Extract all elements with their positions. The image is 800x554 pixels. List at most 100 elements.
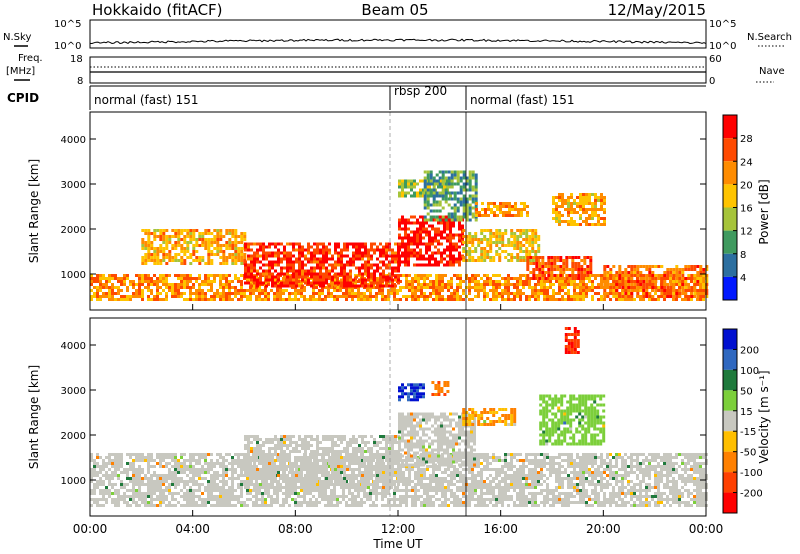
velocity-cell xyxy=(162,480,165,483)
velocity-cell xyxy=(201,471,204,474)
power-cell xyxy=(401,245,404,249)
power-cell xyxy=(490,208,493,211)
power-cell xyxy=(165,256,169,259)
power-cell xyxy=(355,257,358,261)
power-cell xyxy=(141,256,145,259)
power-cell xyxy=(447,191,451,195)
velocity-cell xyxy=(141,453,144,456)
power-cell xyxy=(334,284,337,288)
power-cell xyxy=(256,281,259,285)
power-cell xyxy=(171,229,175,232)
power-cell xyxy=(600,277,603,280)
power-cell xyxy=(292,275,295,279)
power-cell xyxy=(144,232,148,235)
power-cell xyxy=(675,274,679,277)
nave-label: Nave xyxy=(759,66,785,77)
velocity-cell xyxy=(195,489,198,492)
power-cell xyxy=(474,280,477,283)
power-cell xyxy=(398,263,401,267)
velocity-cell xyxy=(171,492,174,495)
power-cell xyxy=(504,286,507,289)
power-cell xyxy=(450,295,453,298)
power-cell xyxy=(425,242,428,246)
power-cell xyxy=(636,265,640,268)
velocity-cell xyxy=(312,495,315,498)
power-cell xyxy=(458,260,461,264)
velocity-cell xyxy=(393,480,396,483)
power-cell xyxy=(582,205,585,208)
velocity-cell xyxy=(402,483,405,486)
power-cell xyxy=(453,197,457,201)
power-cell xyxy=(159,232,163,235)
velocity-cell xyxy=(240,501,243,504)
cpid-segment-1: normal (fast) 151 xyxy=(94,93,198,107)
power-cell xyxy=(120,289,123,292)
power-cell xyxy=(459,170,463,174)
power-cell xyxy=(351,298,354,301)
power-cell xyxy=(256,242,259,246)
power-cell xyxy=(234,286,237,289)
power-cell xyxy=(111,289,114,292)
velocity-cell xyxy=(108,462,111,465)
velocity-cell xyxy=(267,504,270,507)
power-cell xyxy=(174,256,178,259)
velocity-cell xyxy=(147,453,150,456)
power-cell xyxy=(234,289,237,292)
power-cell xyxy=(244,272,247,276)
velocity-cell xyxy=(315,501,318,504)
power-cell xyxy=(573,199,576,202)
velocity-cell xyxy=(102,489,105,492)
power-cell xyxy=(219,244,223,247)
velocity-cell xyxy=(408,483,411,486)
velocity-cell xyxy=(276,495,279,498)
power-cell xyxy=(428,260,431,264)
power-cell xyxy=(651,265,655,268)
power-cell xyxy=(292,284,295,288)
power-cell xyxy=(422,230,425,234)
power-cell xyxy=(324,298,327,301)
velocity-cell xyxy=(138,498,141,501)
power-cell xyxy=(358,251,361,255)
velocity-cell xyxy=(216,501,219,504)
power-cell xyxy=(615,295,618,298)
power-cell xyxy=(384,295,387,298)
power-cell xyxy=(458,224,461,228)
power-cell xyxy=(603,208,606,211)
power-cell xyxy=(174,241,178,244)
velocity-cell xyxy=(105,465,108,468)
power-cell xyxy=(565,274,569,277)
power-cell xyxy=(585,223,588,226)
power-cell xyxy=(274,263,277,267)
velocity-cell xyxy=(282,504,285,507)
power-cell xyxy=(316,245,319,249)
power-cell xyxy=(468,179,472,183)
power-cell xyxy=(282,298,285,301)
velocity-cell xyxy=(108,474,111,477)
power-cell xyxy=(426,188,430,192)
velocity-cell xyxy=(135,501,138,504)
power-cell xyxy=(240,295,243,298)
power-cell xyxy=(483,229,487,232)
power-cell xyxy=(183,229,187,232)
power-cell xyxy=(435,283,438,286)
power-cell xyxy=(404,191,407,195)
power-cell xyxy=(231,244,235,247)
power-cell xyxy=(195,238,199,241)
velocity-cell xyxy=(231,492,234,495)
velocity-cell xyxy=(270,495,273,498)
power-cell xyxy=(678,283,681,286)
power-cell xyxy=(177,232,181,235)
power-cell xyxy=(582,199,585,202)
power-cell xyxy=(496,208,499,211)
velocity-cell xyxy=(189,501,192,504)
power-cell xyxy=(555,298,558,301)
power-cell xyxy=(517,208,520,211)
power-cell xyxy=(153,232,157,235)
power-cell xyxy=(410,239,413,243)
power-cell xyxy=(446,263,449,267)
velocity-cell xyxy=(339,453,342,456)
velocity-cell xyxy=(315,477,318,480)
power-cell xyxy=(666,295,670,298)
velocity-cell xyxy=(198,462,201,465)
velocity-cell xyxy=(324,504,327,507)
